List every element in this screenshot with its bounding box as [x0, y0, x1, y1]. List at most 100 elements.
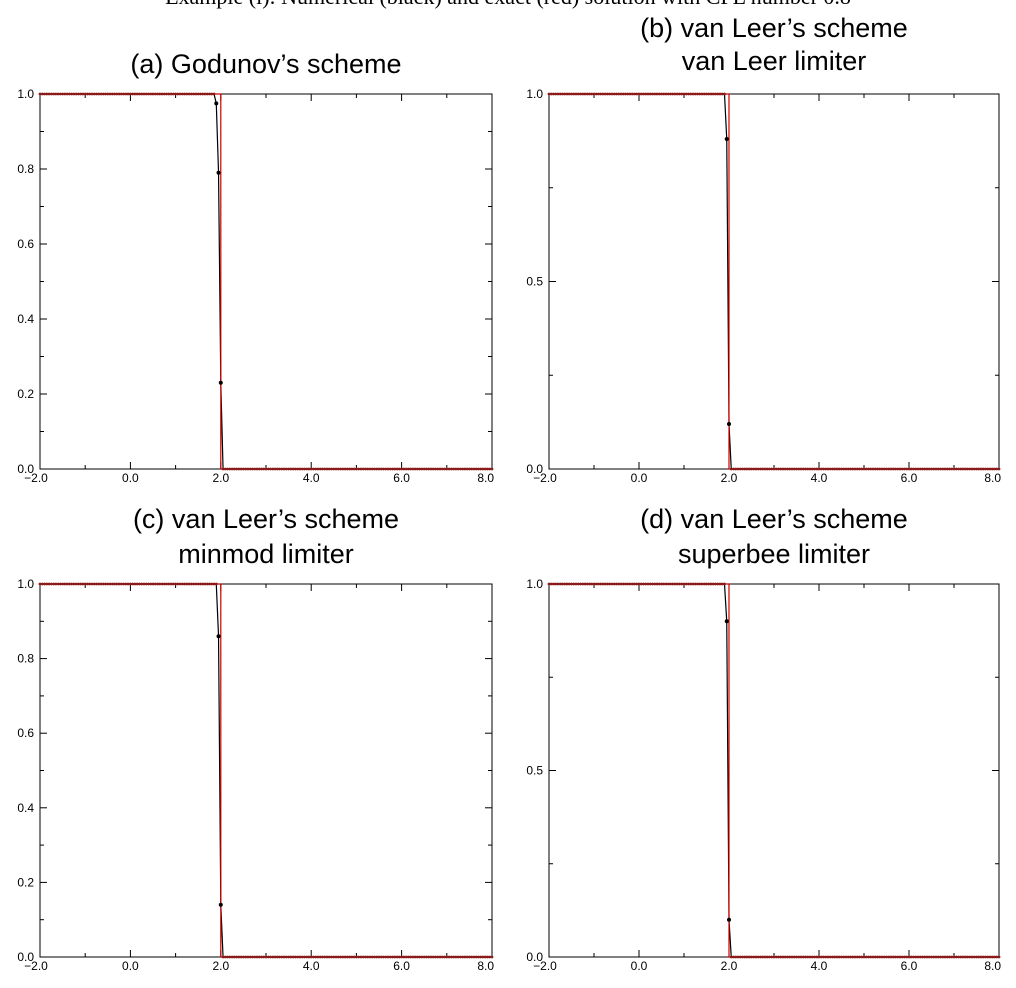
panel-2-marker: [199, 582, 202, 586]
panel-2-marker: [470, 955, 474, 959]
panel-2-marker: [318, 955, 322, 959]
panel-1-marker: [556, 92, 560, 96]
panel-3-marker: [624, 582, 627, 586]
panel-2-marker: [58, 582, 62, 586]
panel-2-marker: [431, 955, 435, 959]
panel-3-marker: [662, 582, 666, 586]
panel-2-marker: [192, 582, 196, 586]
panel-2-xtick-label: 2.0: [212, 959, 229, 973]
panel-3-marker: [799, 955, 803, 959]
panel-0-xtick-label: 8.0: [477, 471, 494, 485]
panel-2-marker: [149, 582, 153, 586]
panel-1-marker: [597, 92, 600, 96]
panel-0-marker: [289, 467, 293, 471]
panel-3-marker: [876, 955, 879, 959]
panel-2-marker: [101, 582, 105, 586]
panel-2-marker: [303, 955, 306, 959]
panel-0-marker: [483, 467, 487, 471]
panel-3-marker: [916, 955, 920, 959]
panel-1-marker: [732, 467, 735, 471]
panel-0-marker: [47, 92, 51, 96]
panel-3-marker: [702, 582, 706, 586]
panel-1-frame: [548, 93, 1000, 470]
panel-3-marker: [592, 582, 596, 586]
panel-2-marker: [38, 582, 42, 586]
panel-0-marker: [312, 467, 315, 471]
panel-3-marker: [612, 582, 616, 586]
panel-3-marker: [617, 582, 621, 586]
panel-2-marker: [325, 955, 329, 959]
panel-2-marker: [427, 955, 431, 959]
panel-2-marker: [316, 955, 320, 959]
panel-3-marker: [664, 582, 668, 586]
panel-1-marker: [579, 92, 582, 96]
panel-2-marker: [321, 955, 324, 959]
panel-3-marker: [786, 955, 789, 959]
panel-3-marker: [594, 582, 598, 586]
panel-1-marker: [653, 92, 657, 96]
panel-3-marker: [572, 582, 576, 586]
panel-0-marker: [386, 467, 390, 471]
panel-2-marker: [257, 955, 261, 959]
panel-0-marker: [151, 92, 155, 96]
panel-1-marker: [900, 467, 904, 471]
panel-0-marker: [413, 467, 417, 471]
panel-1-marker: [970, 467, 974, 471]
panel-1-marker: [619, 92, 623, 96]
panel-2-marker: [201, 582, 205, 586]
panel-3-marker: [954, 955, 958, 959]
panel-2-marker: [54, 582, 58, 586]
panel-1-marker: [869, 467, 873, 471]
panel-2-marker: [95, 582, 98, 586]
panel-0-marker: [449, 467, 453, 471]
panel-1-marker: [914, 467, 918, 471]
panel-3-marker: [941, 955, 945, 959]
panel-1-marker: [882, 467, 886, 471]
panel-2-marker: [90, 582, 94, 586]
panel-1-marker: [777, 467, 780, 471]
panel-1-marker: [705, 92, 708, 96]
panel-0-marker: [45, 92, 49, 96]
panel-0-marker: [90, 92, 94, 96]
panel-3-marker: [869, 955, 873, 959]
panel-2-marker: [212, 582, 216, 586]
panel-0-marker: [65, 92, 69, 96]
panel-1-marker: [822, 467, 825, 471]
panel-2-marker: [88, 582, 92, 586]
panel-3-marker: [887, 955, 891, 959]
panel-3-marker: [849, 955, 852, 959]
panel-0-marker: [418, 467, 422, 471]
panel-1-marker: [745, 467, 749, 471]
panel-0-marker: [185, 92, 189, 96]
panel-1-xtick-label: 0.0: [631, 471, 648, 485]
panel-0-marker: [391, 467, 394, 471]
panel-2-marker: [235, 955, 239, 959]
panel-2-marker: [262, 955, 266, 959]
panel-0-marker: [86, 92, 89, 96]
panel-3-marker: [745, 955, 749, 959]
panel-2-marker: [393, 955, 397, 959]
panel-0-ytick-label: 0.4: [17, 312, 34, 326]
panel-1-xtick-label: 4.0: [811, 471, 828, 485]
panel-2-marker: [242, 955, 245, 959]
panel-3-marker: [860, 955, 864, 959]
panel-0-marker: [309, 467, 313, 471]
panel-0-marker: [465, 467, 469, 471]
panel-1-marker: [921, 467, 924, 471]
panel-2-title-line-0: (c) van Leer’s scheme: [133, 504, 399, 534]
panel-0-transition-marker: [214, 101, 219, 106]
panel-2-marker: [293, 955, 297, 959]
panel-1-xtick-label: 6.0: [901, 471, 918, 485]
panel-1-marker: [916, 467, 920, 471]
panel-0-marker: [192, 92, 196, 96]
panel-2-ytick-label: 0.0: [17, 950, 34, 964]
panel-2-marker: [339, 955, 342, 959]
panel-3-marker: [795, 955, 798, 959]
panel-1-marker: [707, 92, 711, 96]
panel-1-marker: [833, 467, 837, 471]
panel-1-marker: [552, 92, 555, 96]
panel-2-marker: [418, 955, 422, 959]
panel-1-marker: [734, 467, 738, 471]
panel-0-marker: [411, 467, 415, 471]
panel-1-marker: [972, 467, 976, 471]
